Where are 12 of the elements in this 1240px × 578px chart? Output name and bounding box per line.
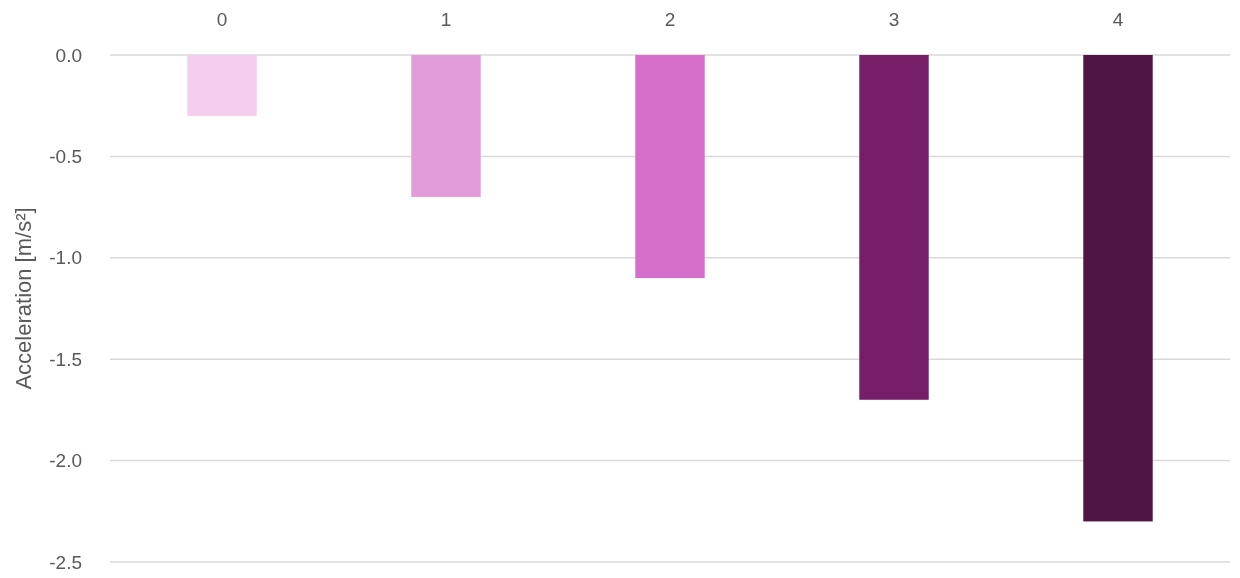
x-tick-label: 2 xyxy=(664,9,676,30)
x-tick-label: 0 xyxy=(216,9,228,30)
y-tick-label: -0.5 xyxy=(49,146,82,168)
y-tick-label: -1.0 xyxy=(49,247,82,269)
y-tick-label: -2.5 xyxy=(49,551,82,573)
y-axis-title: Acceleration [m/s²] xyxy=(11,207,36,390)
x-tick-label: 3 xyxy=(888,9,900,30)
y-tick-label: -2.0 xyxy=(49,450,82,472)
y-tick-label: -1.5 xyxy=(49,348,82,370)
x-tick-label: 1 xyxy=(440,9,452,30)
x-tick-label: 4 xyxy=(1112,9,1124,30)
y-tick-label: 0.0 xyxy=(55,44,82,66)
